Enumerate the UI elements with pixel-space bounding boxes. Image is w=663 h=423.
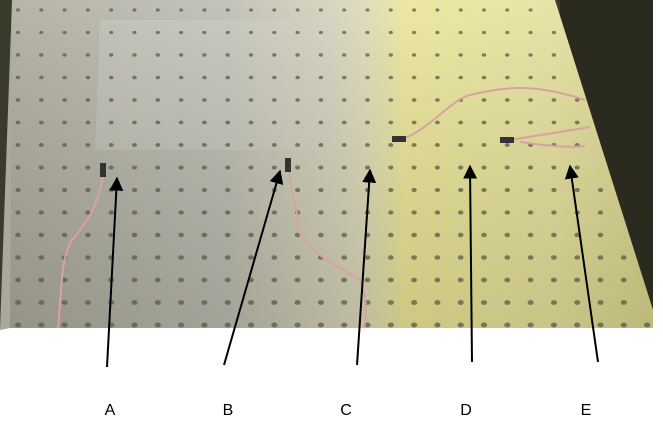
label: D <box>460 402 472 419</box>
connectors <box>100 136 514 177</box>
arrow <box>564 164 599 363</box>
arrow <box>223 169 284 366</box>
label: E <box>581 402 592 419</box>
arrow <box>356 168 377 366</box>
arrow <box>106 176 124 368</box>
table-shade <box>10 0 653 328</box>
labels: A B C D E <box>105 402 592 419</box>
arrows <box>106 164 599 368</box>
arrow <box>463 164 478 363</box>
photo <box>0 0 653 330</box>
label: C <box>340 402 352 419</box>
wires <box>57 87 591 329</box>
label: B <box>223 402 234 419</box>
label: A <box>105 402 116 419</box>
